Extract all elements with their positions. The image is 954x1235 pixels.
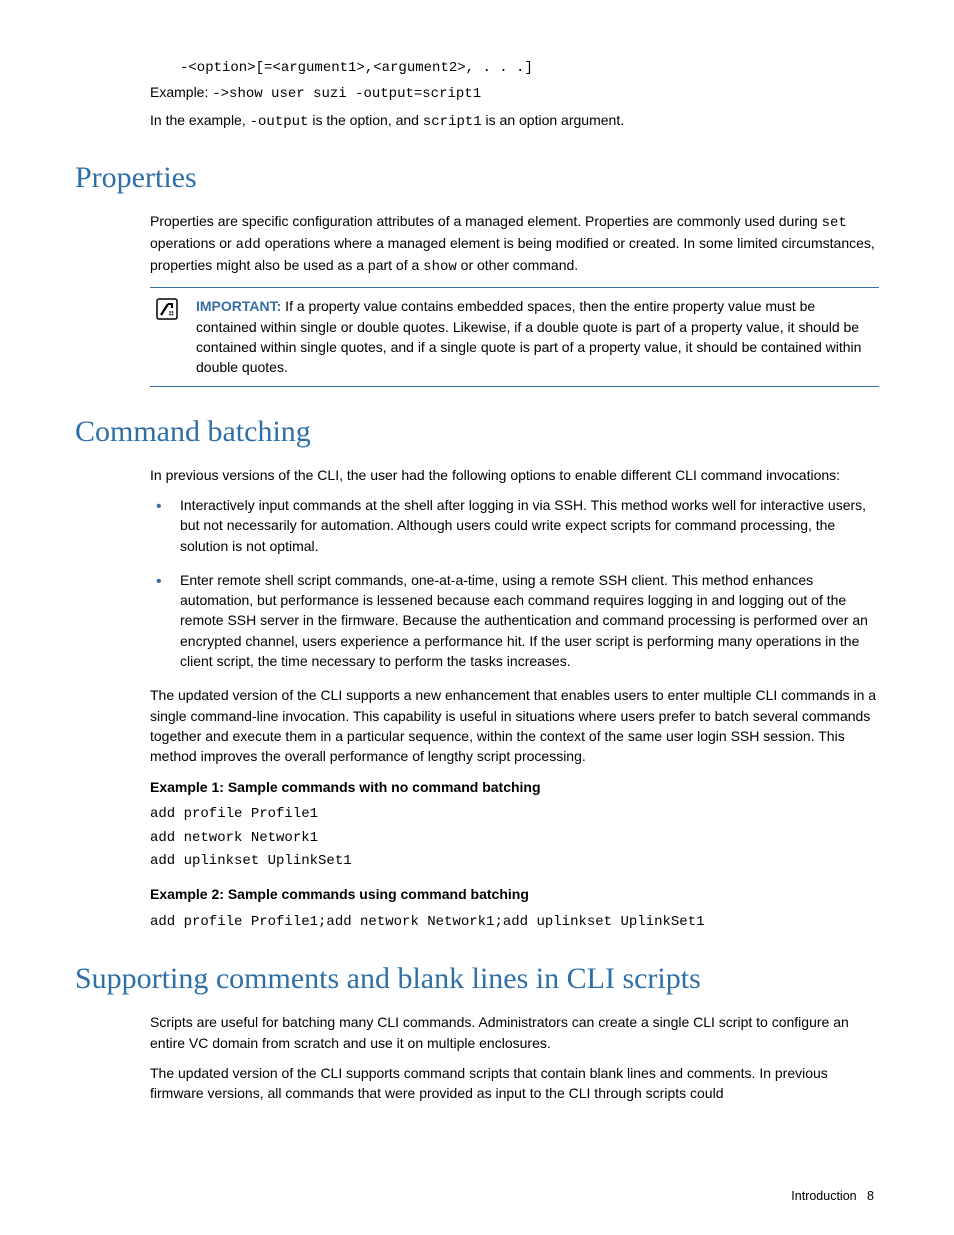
important-text-col: IMPORTANT: If a property value contains … [196, 296, 873, 377]
example2-code: add profile Profile1;add network Network… [150, 911, 879, 935]
ex1-line-1: add profile Profile1 [150, 803, 879, 827]
footer-section: Introduction [791, 1189, 856, 1203]
prop-code-add: add [236, 237, 261, 253]
footer-page-number: 8 [867, 1189, 874, 1203]
example-label: Example: [150, 84, 212, 100]
batching-bullet-2: Enter remote shell script commands, one-… [150, 570, 879, 671]
page-footer: Introduction 8 [791, 1189, 874, 1203]
explain-code-2: script1 [423, 114, 482, 130]
explain-prefix: In the example, [150, 112, 250, 128]
batching-para2: The updated version of the CLI supports … [150, 685, 879, 766]
explain-mid: is the option, and [308, 112, 422, 128]
document-page: -<option>[=<argument1>,<argument2>, . . … [0, 0, 954, 1235]
properties-heading: Properties [75, 161, 879, 195]
ex1-line-3: add uplinkset UplinkSet1 [150, 850, 879, 874]
prop-text-b: operations or [150, 235, 236, 251]
example-line: Example: ->show user suzi -output=script… [150, 82, 879, 104]
example-explanation: In the example, -output is the option, a… [150, 110, 879, 132]
prop-text-d: or other command. [457, 257, 578, 273]
important-callout: IMPORTANT: If a property value contains … [150, 287, 879, 386]
important-note-icon [156, 298, 178, 325]
option-syntax-line: -<option>[=<argument1>,<argument2>, . . … [180, 60, 879, 76]
prop-code-show: show [423, 259, 457, 275]
scripts-para1: Scripts are useful for batching many CLI… [150, 1012, 879, 1053]
prop-code-set: set [822, 215, 847, 231]
important-text: If a property value contains embedded sp… [196, 298, 861, 375]
ex1-line-2: add network Network1 [150, 827, 879, 851]
batching-bullets: Interactively input commands at the shel… [150, 495, 879, 671]
scripts-heading: Supporting comments and blank lines in C… [75, 962, 879, 996]
important-label: IMPORTANT: [196, 298, 281, 314]
explain-code-1: -output [250, 114, 309, 130]
properties-paragraph: Properties are specific configuration at… [150, 211, 879, 278]
example1-label: Example 1: Sample commands with no comma… [150, 777, 879, 797]
example2-label: Example 2: Sample commands using command… [150, 884, 879, 904]
batching-bullet-1: Interactively input commands at the shel… [150, 495, 879, 556]
explain-suffix: is an option argument. [482, 112, 624, 128]
example1-code: add profile Profile1 add network Network… [150, 803, 879, 874]
important-icon-col [156, 296, 184, 377]
example-code: ->show user suzi -output=script1 [212, 86, 481, 102]
scripts-para2: The updated version of the CLI supports … [150, 1063, 879, 1104]
batching-intro: In previous versions of the CLI, the use… [150, 465, 879, 485]
ex2-line: add profile Profile1;add network Network… [150, 911, 879, 935]
batching-heading: Command batching [75, 415, 879, 449]
prop-text-a: Properties are specific configuration at… [150, 213, 822, 229]
